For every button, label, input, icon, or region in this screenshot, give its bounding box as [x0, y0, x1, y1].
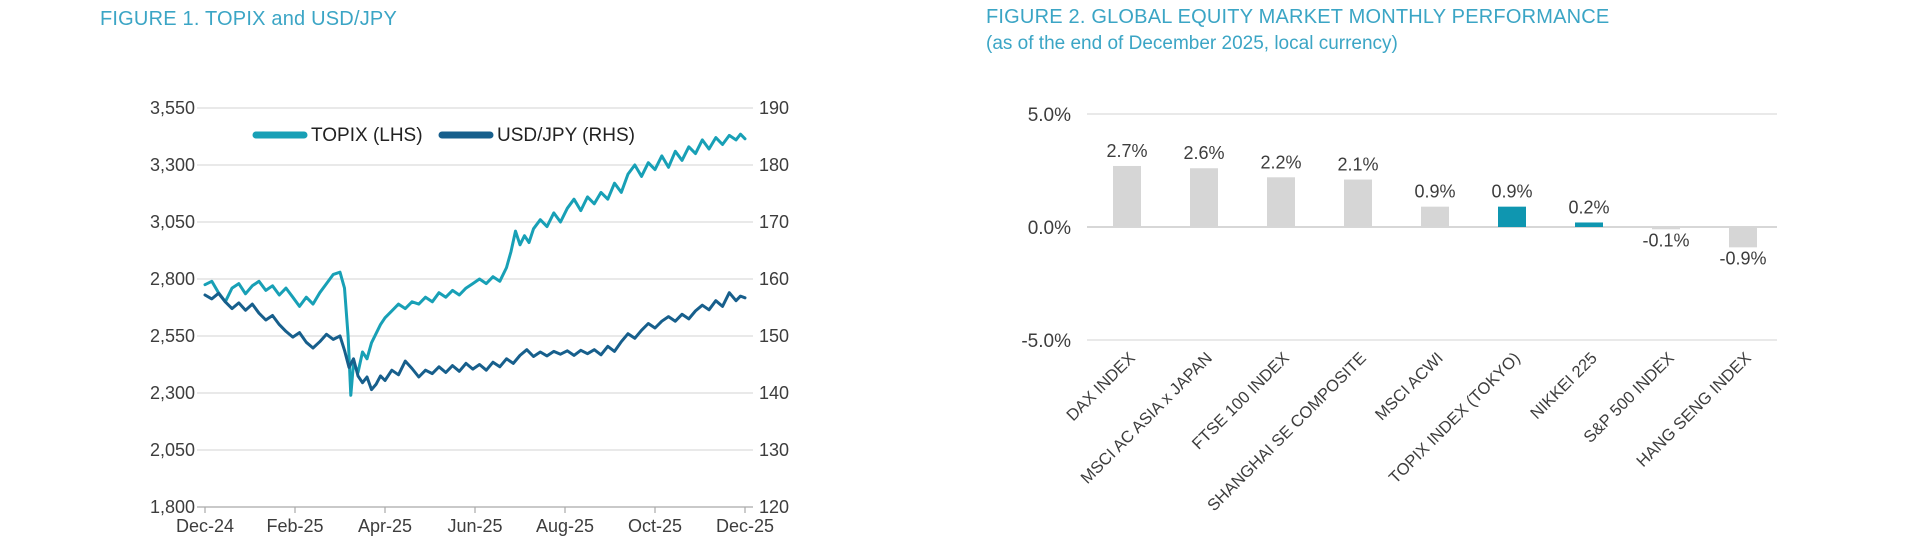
left-axis-tick-label: 2,050 [150, 440, 195, 460]
category-label: SHANGHAI SE COMPOSITE [1204, 349, 1370, 515]
bar-value-label: -0.1% [1642, 230, 1689, 250]
bar [1344, 179, 1372, 227]
x-axis-tick-label: Oct-25 [628, 516, 682, 536]
figure1-line-chart: 3,550 190 3,300 180 3,050 170 2,800 160 2,550 150… [150, 98, 789, 536]
right-axis-tick-label: 130 [759, 440, 789, 460]
x-axis-tick-label: Apr-25 [358, 516, 412, 536]
right-axis-tick-label: 150 [759, 326, 789, 346]
bar [1498, 206, 1526, 227]
x-axis-tick-label: Dec-24 [176, 516, 234, 536]
left-axis-tick-label: 2,800 [150, 269, 195, 289]
left-axis-tick-label: 1,800 [150, 497, 195, 517]
bar [1113, 165, 1141, 227]
bar [1421, 206, 1449, 227]
legend-label: USD/JPY (RHS) [497, 125, 635, 146]
bar-value-label: 2.2% [1260, 152, 1301, 172]
figure1-title: FIGURE 1. TOPIX and USD/JPY [100, 8, 397, 30]
figure2-bar-chart: 5.0% 0.0% -5.0% 2.7% DAX INDEX 2.6% MSCI AC AS… [1021, 105, 1777, 515]
left-axis-tick-label: 3,300 [150, 155, 195, 175]
right-axis-tick-label: 170 [759, 212, 789, 232]
right-axis-tick-label: 190 [759, 98, 789, 118]
figure2-title: FIGURE 2. GLOBAL EQUITY MARKET MONTHLY P… [986, 6, 1610, 28]
figure1-panel: 3,550 190 3,300 180 3,050 170 2,800 160 2,550 150… [90, 75, 880, 560]
right-axis-tick-label: 160 [759, 269, 789, 289]
left-axis-tick-label: 2,550 [150, 326, 195, 346]
bar [1190, 168, 1218, 227]
category-label: TOPIX INDEX (TOKYO) [1386, 349, 1524, 487]
left-axis-tick-label: 2,300 [150, 383, 195, 403]
bar-value-label: 0.2% [1568, 197, 1609, 217]
figure2-subtitle: (as of the end of December 2025, local c… [986, 33, 1398, 54]
right-axis-tick-label: 120 [759, 497, 789, 517]
bar [1267, 177, 1295, 227]
category-label: DAX INDEX [1063, 349, 1139, 425]
category-label: MSCI ACWI [1372, 349, 1447, 424]
right-axis-tick-label: 180 [759, 155, 789, 175]
x-axis-tick-label: Aug-25 [536, 516, 594, 536]
x-axis-tick-label: Feb-25 [266, 516, 323, 536]
bar-value-label: 2.1% [1337, 155, 1378, 175]
left-axis-tick-label: 3,050 [150, 212, 195, 232]
topix-series-line [203, 132, 747, 397]
bar-value-label: 2.7% [1106, 141, 1147, 161]
y-axis-tick-label: 0.0% [1028, 218, 1071, 239]
bar-value-label: -0.9% [1719, 248, 1766, 268]
right-axis-tick-label: 140 [759, 383, 789, 403]
bar [1575, 222, 1603, 227]
bar [1729, 227, 1757, 248]
x-axis-tick-label: Jun-25 [447, 516, 502, 536]
bar-value-label: 0.9% [1414, 182, 1455, 202]
category-label: NIKKEI 225 [1527, 349, 1601, 423]
bar-value-label: 0.9% [1491, 182, 1532, 202]
legend-label: TOPIX (LHS) [311, 125, 423, 146]
bar [1652, 227, 1680, 230]
x-axis-tick-label: Dec-25 [716, 516, 774, 536]
y-axis-tick-label: -5.0% [1021, 331, 1071, 352]
figure2-panel: 5.0% 0.0% -5.0% 2.7% DAX INDEX 2.6% MSCI AC AS… [985, 75, 1915, 560]
left-axis-tick-label: 3,550 [150, 98, 195, 118]
y-axis-tick-label: 5.0% [1028, 105, 1071, 126]
category-label: MSCI AC ASIA x JAPAN [1078, 349, 1216, 487]
usdjpy-series-line [203, 291, 747, 392]
bar-value-label: 2.6% [1183, 143, 1224, 163]
